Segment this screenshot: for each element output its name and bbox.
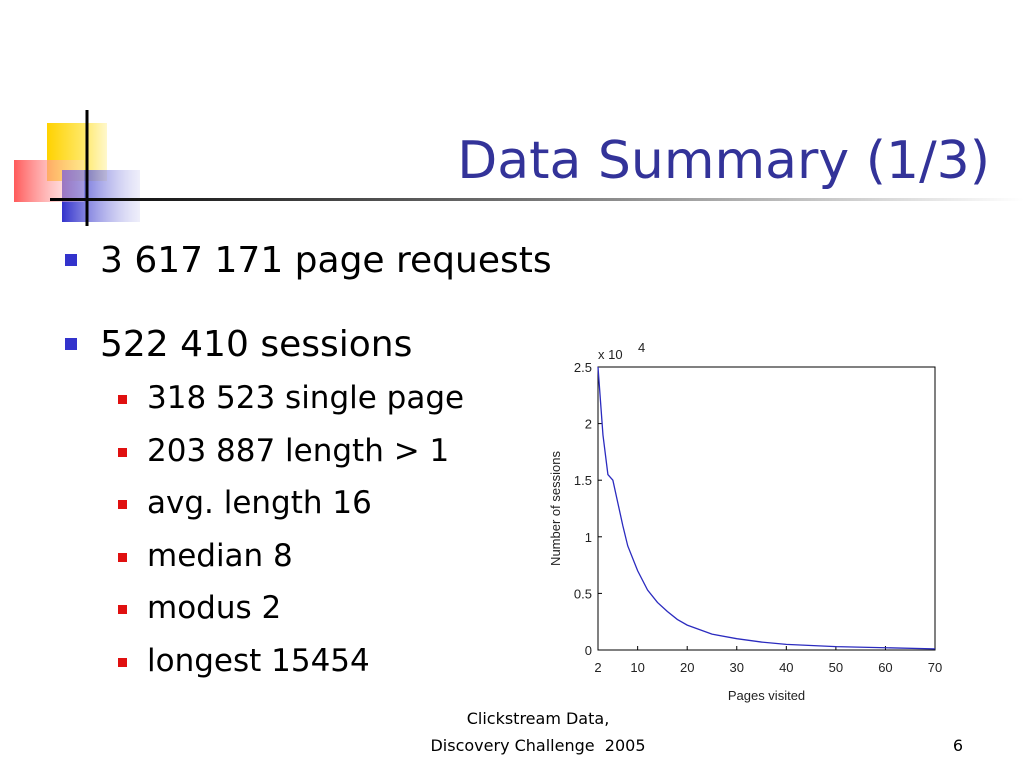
- sub-bullet-marker: [118, 658, 127, 667]
- plot-frame: [597, 366, 936, 651]
- sub-bullet-marker: [118, 395, 127, 404]
- x-tick-label: 2: [594, 660, 601, 675]
- x-tick-label: 20: [680, 660, 694, 675]
- y-tick-label: 2: [585, 417, 592, 432]
- sub-bullet-text: avg. length 16: [147, 485, 372, 521]
- decoration: [14, 110, 1024, 226]
- chart: 2 10 20 30 40 50 60 70 0 0.5 1 1.5 2 2.5 x 10 4 Pages vi…: [548, 340, 942, 703]
- slide-title: Data Summary (1/3): [457, 131, 990, 191]
- y-tick-label: 1: [585, 530, 592, 545]
- y-axis-label: Number of sessions: [548, 451, 563, 566]
- y-tick-label: 0: [585, 643, 592, 658]
- y-tick-label: 1.5: [574, 473, 592, 488]
- sub-bullet-text: 318 523 single page: [147, 380, 464, 416]
- sub-bullet-text: longest 15454: [147, 643, 370, 679]
- x-tick-label: 50: [829, 660, 843, 675]
- sub-bullet-marker: [118, 500, 127, 509]
- y-tick-label: 2.5: [574, 360, 592, 375]
- sub-bullet-text: 203 887 length > 1: [147, 433, 449, 469]
- y-tick-label: 0.5: [574, 586, 592, 601]
- x-tick-label: 10: [630, 660, 644, 675]
- bullet-marker: [65, 254, 77, 266]
- x-axis-label: Pages visited: [728, 688, 805, 703]
- x-tick-label: 30: [730, 660, 744, 675]
- sub-bullet-text: median 8: [147, 538, 293, 574]
- bullet-marker: [65, 338, 77, 350]
- bullet-text: 3 617 171 page requests: [100, 240, 552, 281]
- x-tick-label: 70: [928, 660, 942, 675]
- data-line: [597, 366, 936, 650]
- footer-text: Clickstream Data,: [467, 709, 610, 728]
- sub-bullet-text: modus 2: [147, 590, 281, 626]
- x-tick-label: 60: [878, 660, 892, 675]
- bullet-text: 522 410 sessions: [100, 324, 412, 365]
- y-multiplier: x 10: [598, 347, 623, 362]
- page-number: 6: [953, 736, 963, 755]
- footer-text: Discovery Challenge 2005: [430, 736, 645, 755]
- sub-bullet-marker: [118, 448, 127, 457]
- y-multiplier-exponent: 4: [638, 340, 645, 355]
- sub-bullet-marker: [118, 553, 127, 562]
- sub-bullet-marker: [118, 605, 127, 614]
- x-tick-label: 40: [779, 660, 793, 675]
